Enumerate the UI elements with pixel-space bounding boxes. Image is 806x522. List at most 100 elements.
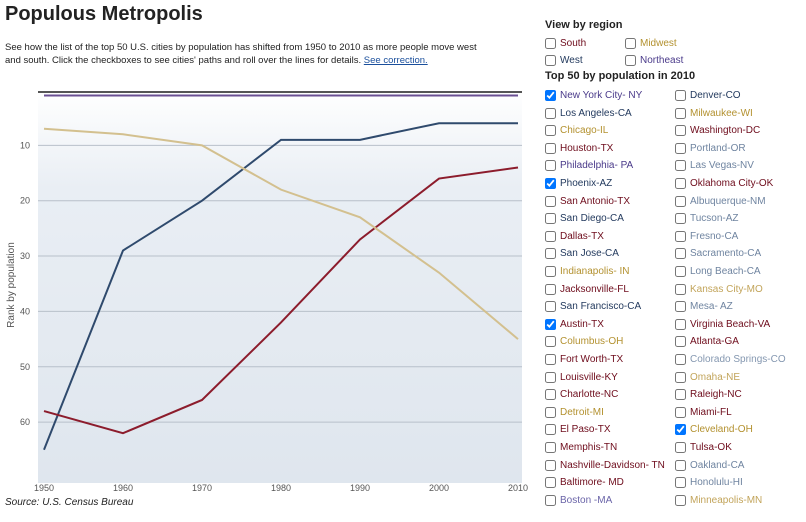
- checkbox-item[interactable]: Long Beach-CA: [675, 266, 761, 277]
- checkbox-item[interactable]: Albuquerque-NM: [675, 195, 766, 207]
- checkbox-item[interactable]: West: [545, 55, 583, 66]
- checkbox[interactable]: [545, 55, 556, 66]
- checkbox[interactable]: [675, 230, 686, 242]
- checkbox[interactable]: [675, 195, 686, 207]
- checkbox-item[interactable]: Detroit-MI: [545, 406, 604, 418]
- checkbox-item[interactable]: Phoenix-AZ: [545, 178, 612, 189]
- checkbox-item[interactable]: Washington-DC: [675, 125, 760, 137]
- checkbox-item[interactable]: Cleveland-OH: [675, 424, 753, 436]
- checkbox[interactable]: [545, 318, 556, 330]
- checkbox[interactable]: [545, 125, 556, 137]
- checkbox[interactable]: [675, 178, 686, 189]
- checkbox-item[interactable]: Columbus-OH: [545, 336, 623, 348]
- checkbox[interactable]: [675, 424, 686, 436]
- checkbox[interactable]: [545, 248, 556, 260]
- checkbox-item[interactable]: Oakland-CA: [675, 459, 744, 471]
- checkbox-item[interactable]: Midwest: [625, 38, 677, 49]
- checkbox-item[interactable]: Northeast: [625, 55, 683, 66]
- checkbox-item[interactable]: Minneapolis-MN: [675, 494, 762, 506]
- checkbox-item[interactable]: Denver-CO: [675, 90, 741, 101]
- checkbox[interactable]: [675, 389, 686, 401]
- checkbox[interactable]: [545, 371, 556, 383]
- checkbox[interactable]: [545, 90, 556, 101]
- checkbox-item[interactable]: Jacksonville-FL: [545, 283, 629, 295]
- checkbox[interactable]: [675, 336, 686, 348]
- checkbox[interactable]: [545, 230, 556, 242]
- checkbox-item[interactable]: Baltimore- MD: [545, 477, 624, 489]
- checkbox-item[interactable]: Raleigh-NC: [675, 389, 742, 401]
- checkbox-item[interactable]: Tucson-AZ: [675, 213, 739, 225]
- checkbox-item[interactable]: Mesa- AZ: [675, 301, 733, 313]
- checkbox-item[interactable]: Dallas-TX: [545, 230, 604, 242]
- checkbox-item[interactable]: Kansas City-MO: [675, 283, 763, 295]
- checkbox[interactable]: [675, 371, 686, 383]
- checkbox-item[interactable]: Fresno-CA: [675, 230, 738, 242]
- checkbox-item[interactable]: Colorado Springs-CO: [675, 354, 786, 365]
- checkbox[interactable]: [545, 195, 556, 207]
- checkbox[interactable]: [545, 406, 556, 418]
- checkbox[interactable]: [675, 354, 686, 365]
- checkbox[interactable]: [675, 125, 686, 137]
- checkbox[interactable]: [675, 459, 686, 471]
- checkbox[interactable]: [545, 477, 556, 489]
- checkbox-item[interactable]: Austin-TX: [545, 318, 604, 330]
- checkbox[interactable]: [675, 266, 686, 277]
- checkbox[interactable]: [545, 107, 556, 119]
- checkbox[interactable]: [545, 38, 556, 49]
- checkbox-item[interactable]: San Francisco-CA: [545, 301, 641, 313]
- checkbox-item[interactable]: Las Vegas-NV: [675, 160, 754, 172]
- checkbox[interactable]: [675, 301, 686, 313]
- checkbox-item[interactable]: El Paso-TX: [545, 424, 611, 436]
- checkbox[interactable]: [625, 55, 636, 66]
- checkbox-item[interactable]: Memphis-TN: [545, 442, 617, 453]
- checkbox[interactable]: [675, 142, 686, 154]
- checkbox[interactable]: [675, 160, 686, 172]
- checkbox-item[interactable]: Miami-FL: [675, 406, 732, 418]
- checkbox-item[interactable]: Atlanta-GA: [675, 336, 739, 348]
- checkbox-item[interactable]: Charlotte-NC: [545, 389, 618, 401]
- checkbox[interactable]: [675, 477, 686, 489]
- checkbox[interactable]: [545, 459, 556, 471]
- checkbox-item[interactable]: San Diego-CA: [545, 213, 624, 225]
- checkbox[interactable]: [545, 389, 556, 401]
- checkbox-item[interactable]: Indianapolis- IN: [545, 266, 629, 277]
- checkbox[interactable]: [545, 424, 556, 436]
- checkbox[interactable]: [675, 442, 686, 453]
- checkbox[interactable]: [545, 336, 556, 348]
- checkbox[interactable]: [545, 213, 556, 225]
- checkbox-item[interactable]: Omaha-NE: [675, 371, 740, 383]
- checkbox[interactable]: [675, 248, 686, 260]
- checkbox[interactable]: [675, 283, 686, 295]
- checkbox-item[interactable]: Tulsa-OK: [675, 442, 732, 453]
- checkbox-item[interactable]: Chicago-IL: [545, 125, 608, 137]
- checkbox-item[interactable]: Milwaukee-WI: [675, 107, 753, 119]
- checkbox[interactable]: [545, 283, 556, 295]
- checkbox-item[interactable]: Boston -MA: [545, 494, 612, 506]
- checkbox-item[interactable]: Fort Worth-TX: [545, 354, 623, 365]
- checkbox-item[interactable]: Honolulu-HI: [675, 477, 743, 489]
- checkbox[interactable]: [545, 160, 556, 172]
- checkbox-item[interactable]: New York City- NY: [545, 90, 642, 101]
- checkbox[interactable]: [675, 90, 686, 101]
- checkbox-item[interactable]: Philadelphia- PA: [545, 160, 633, 172]
- checkbox-item[interactable]: Houston-TX: [545, 142, 613, 154]
- checkbox-item[interactable]: South: [545, 38, 586, 49]
- checkbox[interactable]: [675, 213, 686, 225]
- checkbox[interactable]: [675, 318, 686, 330]
- checkbox[interactable]: [675, 494, 686, 506]
- checkbox-item[interactable]: Nashville-Davidson- TN: [545, 459, 665, 471]
- checkbox-item[interactable]: Virginia Beach-VA: [675, 318, 770, 330]
- checkbox[interactable]: [675, 406, 686, 418]
- checkbox-item[interactable]: San Antonio-TX: [545, 195, 630, 207]
- checkbox[interactable]: [625, 38, 636, 49]
- checkbox-item[interactable]: Los Angeles-CA: [545, 107, 632, 119]
- checkbox[interactable]: [545, 178, 556, 189]
- checkbox[interactable]: [545, 142, 556, 154]
- checkbox[interactable]: [545, 301, 556, 313]
- checkbox-item[interactable]: San Jose-CA: [545, 248, 619, 260]
- checkbox[interactable]: [545, 442, 556, 453]
- checkbox[interactable]: [545, 354, 556, 365]
- checkbox[interactable]: [545, 494, 556, 506]
- checkbox-item[interactable]: Oklahoma City-OK: [675, 178, 773, 189]
- checkbox-item[interactable]: Portland-OR: [675, 142, 746, 154]
